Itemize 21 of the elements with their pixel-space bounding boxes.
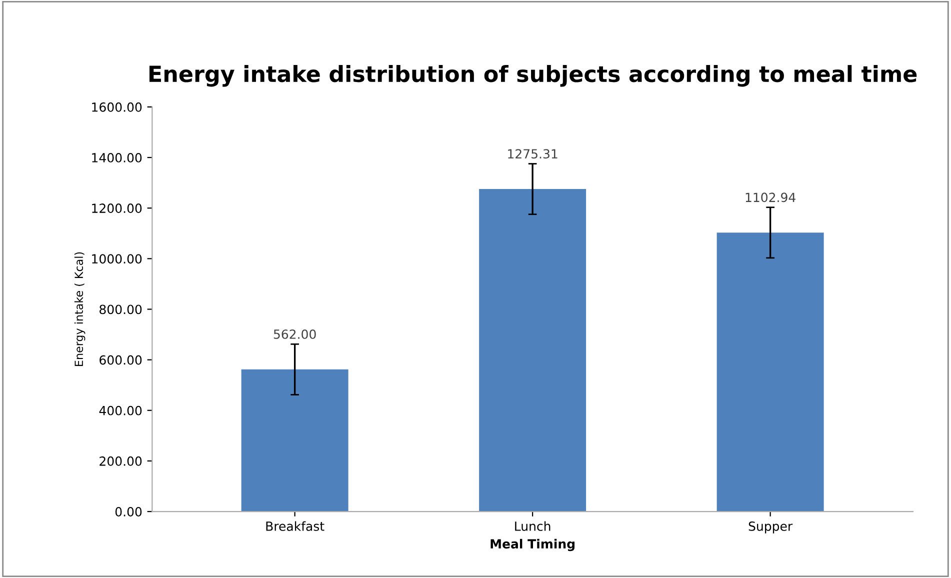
data-label: 1102.94 — [746, 192, 796, 202]
y-tick-label: 200.00 — [100, 456, 142, 466]
data-label: 1275.31 — [508, 149, 558, 159]
y-axis-title: Energy intake ( Kcal) — [74, 252, 86, 366]
y-tick-label: 1600.00 — [92, 102, 142, 112]
y-tick-label: 1400.00 — [92, 152, 142, 162]
data-label: 562.00 — [274, 329, 316, 339]
y-tick-label: 400.00 — [99, 406, 142, 416]
bar — [241, 369, 348, 512]
chart-title: Energy intake distribution of subjects according to meal time — [149, 65, 917, 87]
x-tick-label: Lunch — [515, 521, 550, 531]
bar — [479, 189, 586, 512]
bar — [716, 232, 824, 512]
x-tick-label: Supper — [748, 521, 793, 534]
y-tick-label: 1000.00 — [92, 254, 142, 264]
y-tick-label: 600.00 — [100, 355, 142, 365]
y-tick-label: 1200.00 — [92, 204, 142, 214]
y-tick-label: 800.00 — [100, 304, 142, 314]
x-tick-label: Breakfast — [266, 521, 324, 531]
x-axis-title: Meal Timing — [490, 538, 574, 552]
y-tick-label: 0.00 — [115, 507, 142, 516]
